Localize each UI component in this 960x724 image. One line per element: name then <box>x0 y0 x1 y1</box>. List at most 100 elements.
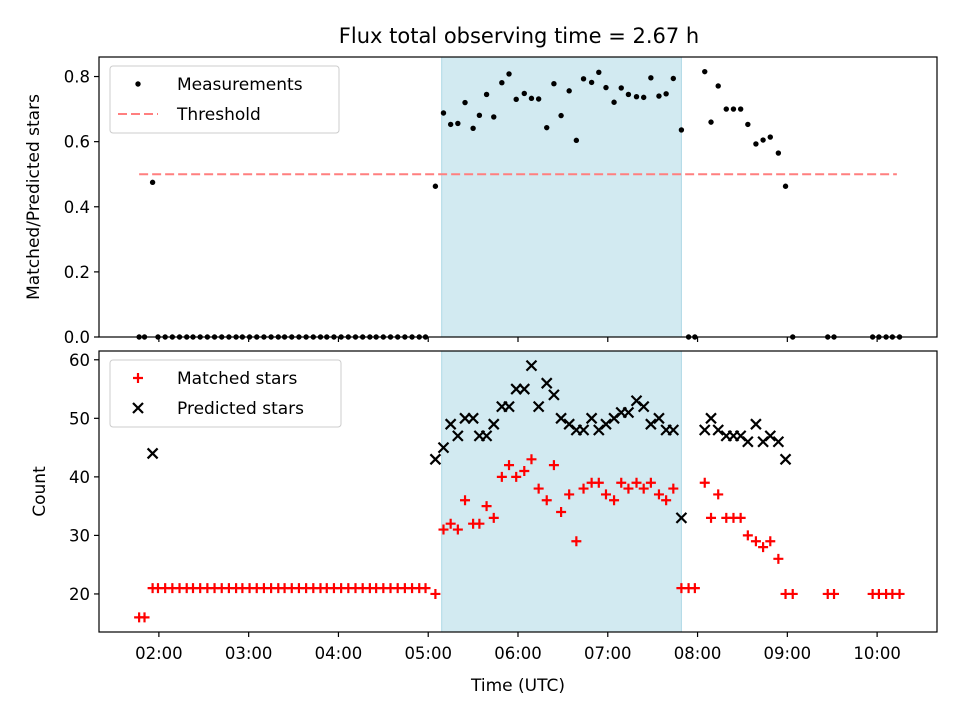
predicted-star-point <box>518 383 531 395</box>
matched-star-point <box>526 454 537 465</box>
matched-star-point <box>787 588 798 599</box>
predicted-star-point <box>540 377 553 389</box>
predicted-star-point <box>645 418 657 430</box>
top-y-axis-label: Matched/Predicted stars <box>24 94 44 300</box>
measurement-point <box>678 127 685 133</box>
predicted-star-point <box>637 400 650 413</box>
matched-star-point <box>556 506 567 517</box>
predicted-star-point <box>779 453 792 466</box>
matched-star-point <box>699 477 710 488</box>
matched-star-point <box>623 483 634 494</box>
predicted-star-point <box>146 447 159 460</box>
x-tick-label: 06:00 <box>494 644 542 663</box>
matched-star-point <box>519 466 530 477</box>
matched-star-point <box>504 460 515 471</box>
measurement-point <box>708 119 714 125</box>
measurement-point <box>506 71 512 77</box>
measurement-point <box>149 179 156 186</box>
bottom-x-axis: 02:00 03:00 04:00 05:00 06:00 07:00 08:00 09:00… <box>135 632 901 663</box>
matched-star-point <box>452 524 463 535</box>
measurement-point <box>462 99 468 106</box>
measurement-point <box>715 83 721 89</box>
matched-star-point <box>653 489 664 500</box>
matched-star-point <box>894 588 905 599</box>
y-tick-label: 0.0 <box>64 328 90 347</box>
matched-star-point <box>661 495 672 506</box>
matched-star-point <box>631 477 642 488</box>
measurement-point <box>782 183 789 189</box>
predicted-star-point <box>525 359 538 372</box>
x-tick-label: 09:00 <box>764 644 812 663</box>
matched-star-point <box>758 542 769 553</box>
x-tick-label: 05:00 <box>404 644 452 663</box>
measurement-point <box>440 110 447 116</box>
observing-window-region <box>441 351 682 632</box>
predicted-star-point <box>585 412 598 425</box>
predicted-star-point <box>653 412 665 425</box>
matched-star-point <box>438 524 449 535</box>
matched-star-point <box>474 518 485 529</box>
matched-star-point <box>496 471 507 482</box>
matched-star-point <box>548 460 559 471</box>
predicted-star-point <box>742 435 754 448</box>
measurement-point <box>656 93 662 99</box>
legend-box <box>109 359 342 428</box>
legend-label: Predicted stars <box>177 399 304 419</box>
matched-star-point <box>609 495 620 506</box>
predicted-star-point <box>437 441 450 454</box>
matched-star-point <box>706 512 717 523</box>
measurement-point <box>663 91 669 97</box>
measurement-point <box>611 99 617 105</box>
measurement-point <box>737 106 744 112</box>
predicted-star-point <box>467 412 479 425</box>
measurement-point <box>551 80 557 87</box>
measurement-point <box>596 69 602 76</box>
matched-star-point <box>593 477 604 488</box>
measurement-point <box>760 137 766 143</box>
measurement-point <box>432 183 439 189</box>
matched-star-point <box>578 483 589 494</box>
matched-star-point <box>564 489 575 500</box>
predicted-star-point <box>532 400 545 413</box>
shaded-span <box>441 57 682 337</box>
predicted-star-point <box>764 430 777 442</box>
legend-x-marker <box>132 402 144 414</box>
measurement-point <box>470 125 476 132</box>
measurement-point <box>476 112 483 118</box>
matched-star-point <box>571 536 582 547</box>
legend-label: Measurements <box>177 75 303 95</box>
matched-star-point <box>541 495 552 506</box>
matched-star-point <box>645 477 656 488</box>
matched-star-point <box>713 489 724 500</box>
matched-star-point <box>533 483 544 494</box>
measurement-point <box>767 134 773 140</box>
top-y-axis: 0.0 0.2 0.4 0.6 0.8 <box>64 68 99 347</box>
shaded-span <box>441 351 682 632</box>
predicted-star-point <box>750 418 762 430</box>
y-tick-label: 0.8 <box>64 68 90 87</box>
measurement-point <box>521 90 527 97</box>
measurement-point <box>483 91 490 98</box>
bottom-y-axis: 20 30 40 50 60 <box>69 351 99 604</box>
matched-star-point <box>742 530 753 541</box>
predicted-star-point <box>555 412 567 425</box>
measurement-point <box>618 85 624 91</box>
predicted-star-point <box>675 512 688 524</box>
bottom-legend: Matched stars Predicted stars <box>109 359 342 428</box>
measurement-point <box>670 75 677 82</box>
measurement-point <box>447 121 454 128</box>
predicted-star-point <box>487 418 500 430</box>
predicted-star-point <box>712 424 724 436</box>
measurement-point <box>588 79 595 86</box>
x-tick-label: 08:00 <box>674 644 722 663</box>
y-tick-label: 50 <box>69 409 90 428</box>
measurement-point <box>648 75 654 81</box>
measurement-point <box>745 121 751 128</box>
matched-star-point <box>773 553 784 564</box>
predicted-star-point <box>698 424 711 436</box>
x-tick-label: 10:00 <box>853 644 901 663</box>
measurement-point <box>633 94 640 100</box>
matched-star-point <box>511 471 522 482</box>
matched-star-point <box>668 483 679 494</box>
